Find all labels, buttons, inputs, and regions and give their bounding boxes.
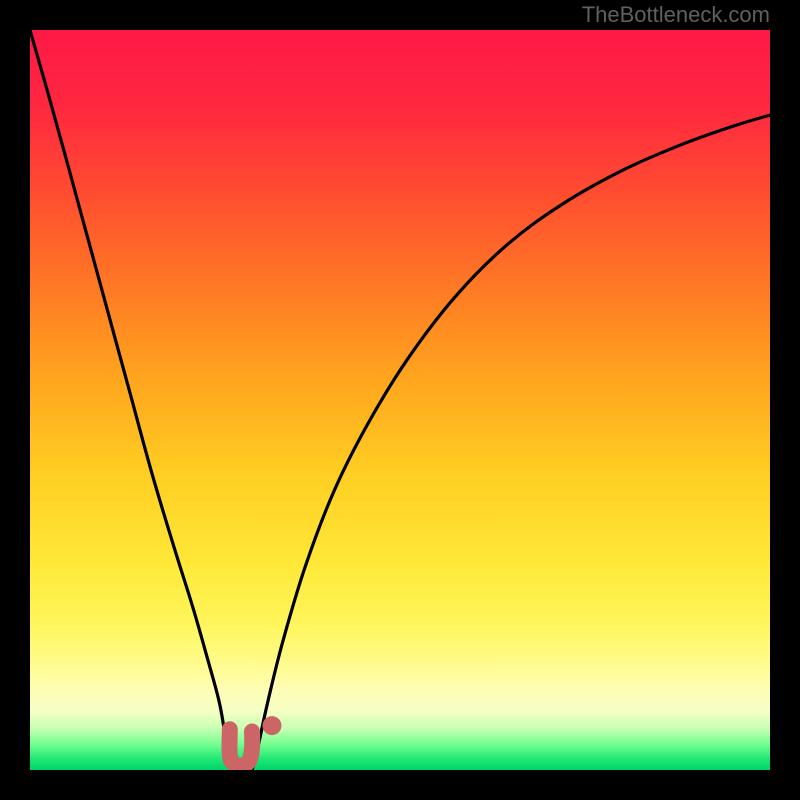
secondary-marker-dot	[262, 716, 281, 735]
chart-container: TheBottleneck.com	[0, 0, 800, 800]
watermark-text: TheBottleneck.com	[582, 2, 770, 28]
curve-layer	[30, 30, 770, 770]
optimal-range-marker	[229, 729, 252, 766]
plot-area	[30, 30, 770, 770]
left-bottleneck-curve	[30, 30, 235, 770]
right-bottleneck-curve	[252, 115, 770, 770]
